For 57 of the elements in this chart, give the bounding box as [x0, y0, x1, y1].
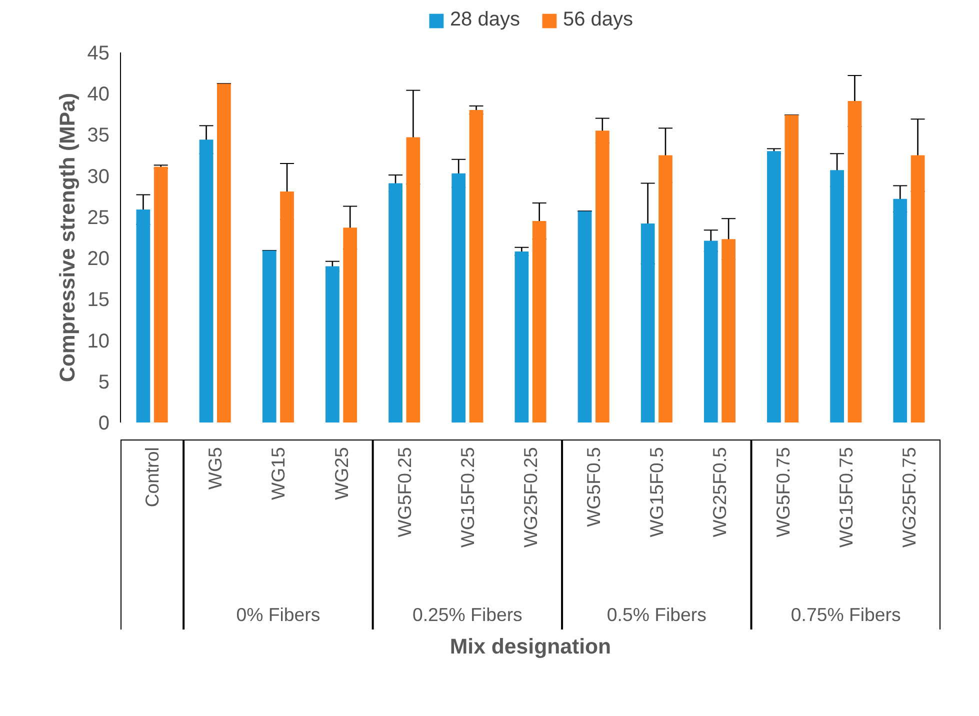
- text: 0% Fibers: [236, 604, 320, 625]
- y-tick-label: 0: [98, 412, 110, 434]
- x-tick-label: WG25F0.75: [898, 447, 920, 548]
- x-tick-label: WG5F0.5: [583, 447, 604, 527]
- bar: [469, 110, 484, 422]
- bar: [767, 151, 781, 422]
- y-tick-label: 45: [87, 42, 110, 64]
- x-tick-label: WG15: [268, 447, 289, 500]
- text: 0.75% Fibers: [790, 604, 901, 625]
- bar: [830, 170, 844, 422]
- x-tick-label: WG5: [204, 447, 226, 490]
- x-axis-title: Mix designation: [450, 634, 612, 658]
- x-tick-label: WG15F0.25: [456, 447, 478, 548]
- y-tick-label: 10: [87, 330, 110, 352]
- bar: [136, 210, 150, 422]
- bar: [704, 240, 718, 422]
- x-tick-label: WG25F0.5: [709, 447, 730, 538]
- y-tick-label: 5: [98, 371, 110, 394]
- bar: [326, 266, 340, 422]
- bar: [452, 173, 466, 422]
- bar: [217, 84, 231, 422]
- bar: [658, 155, 672, 422]
- y-tick-label: 40: [87, 84, 110, 106]
- bar: [784, 114, 799, 422]
- bar: [343, 228, 358, 422]
- bar: [640, 224, 655, 422]
- bar: [406, 137, 420, 422]
- legend-label: 56 days: [563, 8, 634, 32]
- bar: [154, 166, 168, 422]
- y-tick-label: 15: [87, 289, 110, 312]
- bar: [199, 140, 214, 422]
- bar: [532, 221, 546, 422]
- x-tick-label: WG25F0.25: [520, 447, 541, 548]
- y-tick-label: 20: [87, 248, 110, 270]
- bar: [388, 183, 402, 422]
- x-tick-label: WG15F0.5: [646, 447, 668, 538]
- bar: [595, 130, 610, 422]
- bar: [578, 211, 592, 422]
- x-tick-label: WG5F0.75: [772, 447, 794, 538]
- bar: [848, 101, 862, 422]
- y-tick-label: 30: [87, 166, 110, 188]
- y-tick-label: 25: [87, 206, 110, 229]
- bar: [280, 191, 294, 422]
- bar: [514, 251, 529, 422]
- bar: [893, 198, 908, 422]
- x-tick-label: WG25: [330, 447, 352, 500]
- bar: [910, 155, 925, 422]
- x-tick-label: Control: [142, 447, 163, 508]
- x-tick-label: WG5F0.25: [394, 447, 415, 538]
- text: 0.25% Fibers: [412, 604, 522, 625]
- bar: [722, 239, 736, 422]
- y-axis-title: Compressive strength (MPa): [55, 92, 80, 382]
- legend-label: 28 days: [450, 8, 520, 32]
- bar: [262, 250, 276, 422]
- x-tick-label: WG15F0.75: [835, 447, 856, 548]
- text: 0.5% Fibers: [606, 604, 706, 625]
- y-tick-label: 35: [87, 124, 110, 147]
